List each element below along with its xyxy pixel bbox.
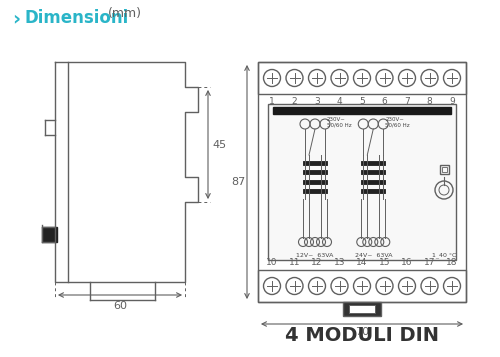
Text: 87: 87 [231, 177, 245, 187]
Text: 12: 12 [312, 258, 322, 267]
Text: 45: 45 [212, 140, 226, 150]
Text: 13: 13 [334, 258, 345, 267]
Bar [258, 62, 466, 94]
Text: 7: 7 [404, 97, 410, 106]
Text: 16: 16 [401, 258, 413, 267]
Text: 8: 8 [426, 97, 432, 106]
Text: 1_40 °C: 1_40 °C [432, 252, 456, 258]
Text: 24V~  63VA: 24V~ 63VA [354, 253, 392, 258]
Text: 10: 10 [266, 258, 278, 267]
Text: 12V~  63VA: 12V~ 63VA [296, 253, 334, 258]
Text: 11: 11 [289, 258, 300, 267]
Text: 70: 70 [355, 327, 369, 337]
Text: 14: 14 [356, 258, 368, 267]
Text: 15: 15 [379, 258, 390, 267]
Bar [349, 305, 375, 313]
Text: 230V~
50/60 Hz: 230V~ 50/60 Hz [386, 117, 410, 127]
Bar [440, 165, 448, 174]
Bar [273, 107, 451, 114]
Text: 17: 17 [424, 258, 435, 267]
Text: 18: 18 [446, 258, 458, 267]
Bar [42, 227, 57, 242]
Bar [268, 104, 456, 260]
Text: ›: › [12, 9, 20, 28]
Bar [258, 62, 466, 302]
Text: (mm): (mm) [108, 7, 142, 20]
Text: 230V~
50/60 Hz: 230V~ 50/60 Hz [327, 117, 351, 127]
Text: 3: 3 [314, 97, 320, 106]
Text: 1: 1 [269, 97, 275, 106]
Bar [258, 270, 466, 302]
Bar [442, 167, 446, 172]
Text: 4 MODULI DIN: 4 MODULI DIN [285, 326, 439, 345]
Text: 60: 60 [113, 301, 127, 311]
Text: 2: 2 [292, 97, 298, 106]
Text: 6: 6 [382, 97, 388, 106]
Text: 4: 4 [336, 97, 342, 106]
Text: Dimensioni: Dimensioni [24, 9, 128, 27]
Text: 9: 9 [449, 97, 455, 106]
Bar [343, 302, 381, 316]
Text: 5: 5 [359, 97, 365, 106]
